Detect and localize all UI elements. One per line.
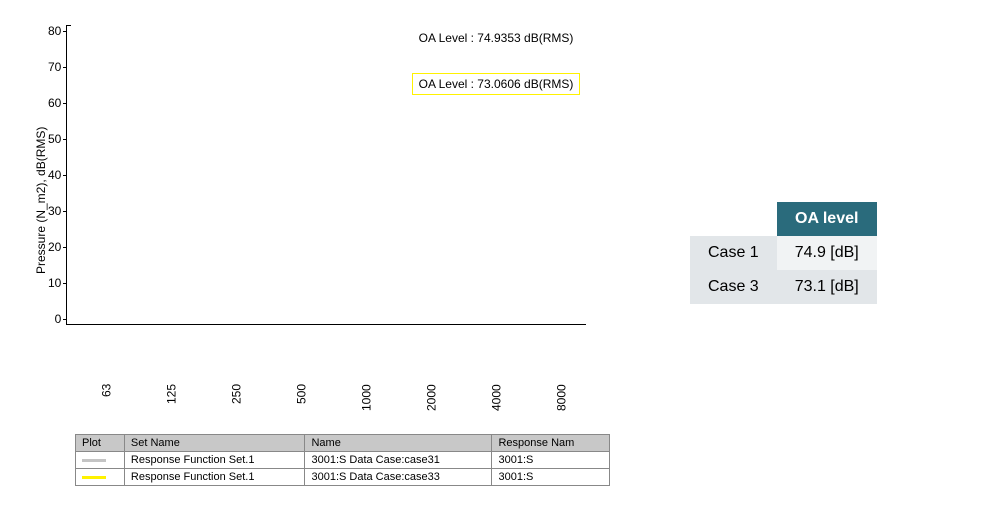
y-tick: 80 bbox=[48, 25, 61, 37]
legend-header-setname: Set Name bbox=[124, 435, 305, 452]
x-tick: 2000 bbox=[399, 384, 464, 424]
legend-header-name: Name bbox=[305, 435, 492, 452]
summary-blank-header bbox=[690, 202, 777, 236]
annotation-text: OA Level : 74.9353 dB(RMS) bbox=[419, 31, 574, 45]
x-tick: 500 bbox=[269, 384, 334, 424]
y-tick: 10 bbox=[48, 277, 61, 289]
pressure-bar-chart: Pressure (N_m2), dB(RMS) 80 70 60 50 40 30 20 1… bbox=[30, 20, 630, 486]
legend-body: Response Function Set.13001:S Data Case:… bbox=[76, 452, 610, 486]
x-tick: 125 bbox=[139, 384, 204, 424]
y-axis: 80 70 60 50 40 30 20 10 0 bbox=[48, 25, 66, 325]
summary-row-value: 73.1 [dB] bbox=[777, 270, 877, 304]
x-tick: 1000 bbox=[334, 384, 399, 424]
legend-swatch-cell bbox=[76, 452, 125, 469]
y-tick: 20 bbox=[48, 241, 61, 253]
legend-row: Response Function Set.13001:S Data Case:… bbox=[76, 469, 610, 486]
summary-row-label: Case 3 bbox=[690, 270, 777, 304]
legend-name: 3001:S Data Case:case31 bbox=[305, 452, 492, 469]
legend-setname: Response Function Set.1 bbox=[124, 469, 305, 486]
summary-row-label: Case 1 bbox=[690, 236, 777, 270]
x-tick: 4000 bbox=[464, 384, 529, 424]
y-tick: 70 bbox=[48, 61, 61, 73]
plot-region: OA Level : 74.9353 dB(RMS) OA Level : 73… bbox=[66, 25, 586, 325]
x-tick: 63 bbox=[74, 384, 139, 424]
summary-row-value: 74.9 [dB] bbox=[777, 236, 877, 270]
oa-level-annotation-1: OA Level : 74.9353 dB(RMS) bbox=[412, 27, 581, 49]
x-tick: 8000 bbox=[529, 384, 594, 424]
legend-setname: Response Function Set.1 bbox=[124, 452, 305, 469]
x-tick: 250 bbox=[204, 384, 269, 424]
legend-response: 3001:S bbox=[492, 469, 610, 486]
legend-header-response: Response Nam bbox=[492, 435, 610, 452]
legend-swatch bbox=[82, 459, 106, 462]
legend-name: 3001:S Data Case:case33 bbox=[305, 469, 492, 486]
y-tick: 50 bbox=[48, 133, 61, 145]
x-axis: 631252505001000200040008000 bbox=[74, 384, 594, 424]
y-tick: 40 bbox=[48, 169, 61, 181]
bars-container bbox=[67, 25, 586, 324]
summary-header: OA level bbox=[777, 202, 877, 236]
y-tick: 30 bbox=[48, 205, 61, 217]
legend-table: Plot Set Name Name Response Nam Response… bbox=[75, 434, 610, 486]
legend-response: 3001:S bbox=[492, 452, 610, 469]
legend-swatch bbox=[82, 476, 106, 479]
legend-header-plot: Plot bbox=[76, 435, 125, 452]
legend-swatch-cell bbox=[76, 469, 125, 486]
annotation-text: OA Level : 73.0606 dB(RMS) bbox=[419, 77, 574, 91]
oa-level-annotation-2: OA Level : 73.0606 dB(RMS) bbox=[412, 73, 581, 95]
legend-row: Response Function Set.13001:S Data Case:… bbox=[76, 452, 610, 469]
summary-table: OA level Case 1 74.9 [dB] Case 3 73.1 [d… bbox=[690, 202, 877, 304]
y-tick: 0 bbox=[55, 313, 62, 325]
y-axis-label: Pressure (N_m2), dB(RMS) bbox=[30, 20, 48, 380]
y-tick: 60 bbox=[48, 97, 61, 109]
